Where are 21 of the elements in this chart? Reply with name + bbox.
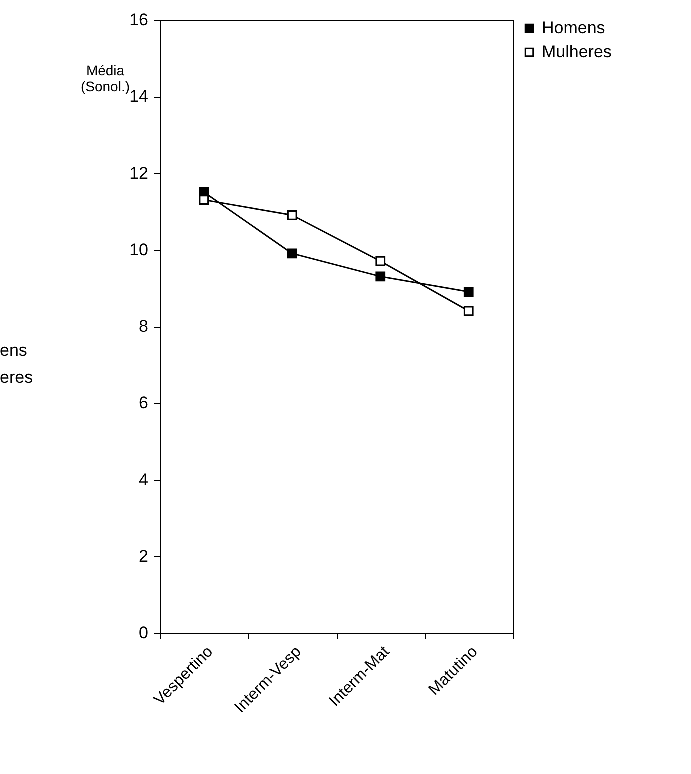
y-tick-label: 12 <box>130 164 148 183</box>
point <box>464 306 474 316</box>
y-tick-label: 8 <box>139 317 148 336</box>
point <box>376 256 386 266</box>
text: eres <box>0 368 34 388</box>
legend-label: Homens <box>542 18 606 38</box>
y-tick-label: 6 <box>139 394 148 413</box>
legend-label: Mulheres <box>542 42 612 62</box>
point <box>287 210 298 220</box>
y-tick-label: 2 <box>139 546 148 566</box>
point <box>199 195 210 206</box>
point <box>464 287 474 297</box>
y-tick-label: 10 <box>130 240 148 260</box>
text: ens <box>0 341 28 361</box>
point <box>376 272 386 282</box>
y-axis-title: Média (Sonol.) <box>80 62 130 94</box>
y-tick-label: 16 <box>130 10 148 30</box>
y-tick-label: 14 <box>130 87 148 106</box>
y-tick-label: 4 <box>139 470 148 490</box>
point <box>287 248 298 259</box>
y-tick-label: 0 <box>139 624 148 642</box>
